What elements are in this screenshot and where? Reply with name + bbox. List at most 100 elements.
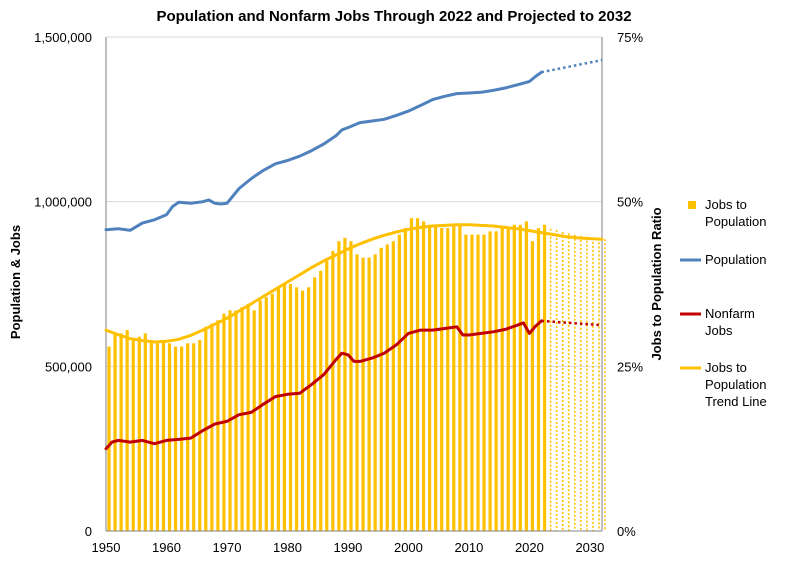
nonfarm-jobs-line (104, 319, 543, 451)
ratio-bar (331, 251, 335, 532)
ratio-bar (276, 287, 280, 531)
ratio-bar (337, 241, 341, 532)
ratio-bar (282, 284, 287, 531)
tick-labels: 1950 1960 1970 1980 1990 2000 2010 2020 2030 0 500… (34, 30, 643, 555)
ratio-bar (397, 234, 401, 531)
ratio-bar (500, 228, 504, 531)
ratio-bar (428, 224, 432, 531)
ratio-bar (161, 339, 166, 531)
ratio-bar (440, 228, 444, 531)
ratio-bar (536, 228, 541, 531)
ratio-bar (482, 234, 486, 531)
population-line (104, 70, 543, 232)
y-left-tick-label: 1,500,000 (34, 30, 92, 45)
ratio-bar (258, 300, 262, 531)
ratio-bar (470, 234, 474, 531)
ratio-bar (270, 293, 274, 531)
ratio-bar (391, 241, 395, 532)
y-left-tick-label: 500,000 (45, 359, 92, 374)
y-right-tick-label: 75% (617, 30, 643, 45)
ratio-bar (373, 254, 377, 532)
ratio-bar (409, 218, 414, 531)
ratio-bar (355, 254, 359, 532)
ratio-bar (107, 346, 111, 531)
legend-swatch-bar (688, 201, 696, 209)
ratio-bar (494, 231, 498, 531)
ratio-bar (512, 224, 516, 531)
legend-item-label: Population (705, 252, 766, 267)
ratio-bar (385, 244, 389, 532)
ratio-bar (446, 228, 450, 531)
x-tick-label: 2010 (454, 540, 483, 555)
ratio-bar (131, 339, 135, 531)
ratio-bar (216, 320, 220, 531)
population-line-projected (541, 58, 603, 74)
ratio-bar (307, 287, 311, 531)
ratio-bar (452, 224, 456, 531)
x-tick-label: 2020 (515, 540, 544, 555)
ratio-bar (518, 224, 522, 531)
ratio-bar (119, 333, 123, 531)
ratio-bar (434, 224, 438, 531)
ratio-bar (300, 290, 305, 531)
ratio-bar (167, 343, 172, 531)
ratio-bar (240, 307, 244, 531)
ratio-bar (319, 270, 323, 531)
ratio-bar (313, 277, 317, 531)
y-axis-left-label: Population & Jobs (8, 225, 23, 339)
y-right-tick-label: 50% (617, 195, 643, 210)
ratio-bar (506, 228, 510, 531)
x-tick-label: 2000 (394, 540, 423, 555)
ratio-bar (234, 310, 238, 531)
ratio-bar (246, 303, 250, 531)
y-right-tick-label: 25% (617, 359, 643, 374)
ratio-bar (415, 218, 420, 531)
ratio-bar (476, 234, 480, 531)
ratio-bar (542, 224, 547, 531)
ratio-bar (252, 310, 256, 531)
ratio-bar (530, 241, 535, 532)
ratio-bar (294, 287, 299, 531)
y-left-tick-label: 0 (85, 524, 92, 539)
x-tick-label: 1960 (152, 540, 181, 555)
chart-title: Population and Nonfarm Jobs Through 2022… (156, 8, 631, 25)
legend-item-label: Nonfarm Jobs (705, 306, 755, 338)
nonfarm-jobs-line-projected (541, 319, 603, 327)
ratio-bar (361, 257, 365, 531)
ratio-bar (403, 228, 408, 531)
y-right-tick-label: 0% (617, 524, 636, 539)
ratio-bar (464, 234, 468, 531)
ratio-bar (325, 260, 329, 531)
ratio-bar (113, 333, 117, 531)
ratio-bars (107, 218, 606, 532)
ratio-bar (149, 339, 153, 531)
ratio-bar (421, 221, 426, 531)
x-tick-label: 1990 (333, 540, 362, 555)
legend-item-label: Jobs to Population Trend Line (705, 360, 767, 409)
ratio-bar (143, 333, 147, 531)
ratio-bar (198, 339, 202, 531)
ratio-bar (488, 231, 492, 531)
ratio-bar (367, 257, 371, 531)
ratio-bar (125, 330, 129, 531)
ratio-bar (137, 336, 141, 531)
ratio-bar (379, 247, 383, 532)
legend: Jobs to Population Population Nonfarm Jobs Jo… (680, 197, 767, 409)
ratio-bar (458, 224, 462, 531)
x-tick-label: 1950 (92, 540, 121, 555)
ratio-bar (524, 221, 528, 531)
legend-item-label: Jobs to Population (705, 197, 766, 229)
ratio-bar (264, 297, 268, 531)
ratio-bar (349, 241, 353, 532)
trend-line (104, 223, 604, 344)
series-lines (104, 58, 604, 451)
x-tick-label: 1980 (273, 540, 302, 555)
x-tick-label: 1970 (213, 540, 242, 555)
y-left-tick-label: 1,000,000 (34, 195, 92, 210)
x-tick-label: 2030 (575, 540, 604, 555)
y-axis-right-label: Jobs to Population Ratio (649, 207, 664, 360)
ratio-bar (155, 343, 160, 531)
ratio-bar (343, 237, 347, 532)
ratio-bar (288, 284, 293, 531)
